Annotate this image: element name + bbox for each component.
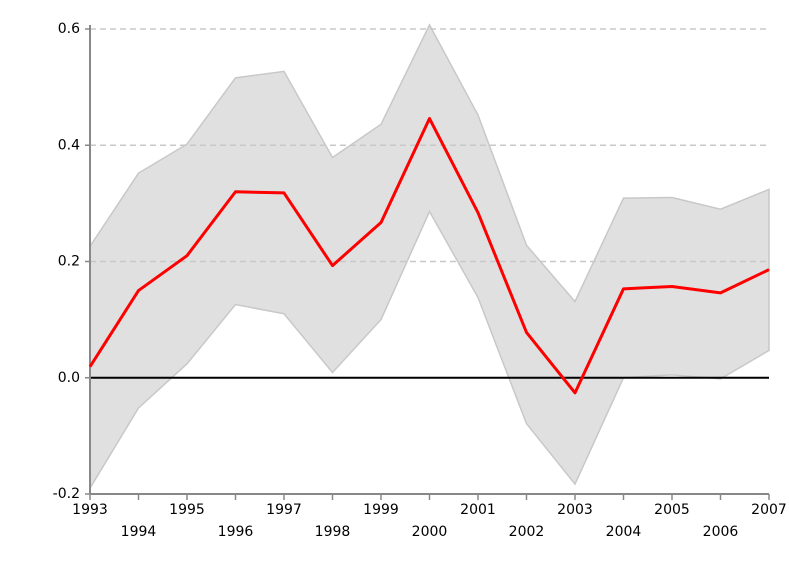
- x-tick-label: 1998: [315, 524, 351, 540]
- y-tick-label: 0.0: [58, 370, 80, 386]
- confidence-band: [89, 23, 770, 491]
- line: [88, 117, 770, 395]
- x-tick-label: 2004: [606, 524, 642, 540]
- x-tick-label: 1997: [266, 502, 302, 518]
- x-tick-label: 1994: [121, 524, 157, 540]
- x-tick-label: 2000: [412, 524, 448, 540]
- x-tick-label: 1999: [363, 502, 399, 518]
- x-tick-label: 2002: [509, 524, 545, 540]
- x-tick-label: 1996: [218, 524, 254, 540]
- x-tick-label: 2003: [557, 502, 593, 518]
- x-tick-label: 2005: [654, 502, 690, 518]
- x-tick-label: 1995: [169, 502, 205, 518]
- y-tick-label: -0.2: [53, 486, 80, 502]
- x-tick-label: 2007: [751, 502, 787, 518]
- x-tick-label: 1993: [72, 502, 108, 518]
- y-tick-label: 0.2: [58, 254, 80, 270]
- y-tick-label: 0.6: [58, 21, 80, 37]
- y-tick-label: 0.4: [58, 137, 80, 153]
- x-tick-label: 2001: [460, 502, 496, 518]
- x-tick-label: 2006: [703, 524, 739, 540]
